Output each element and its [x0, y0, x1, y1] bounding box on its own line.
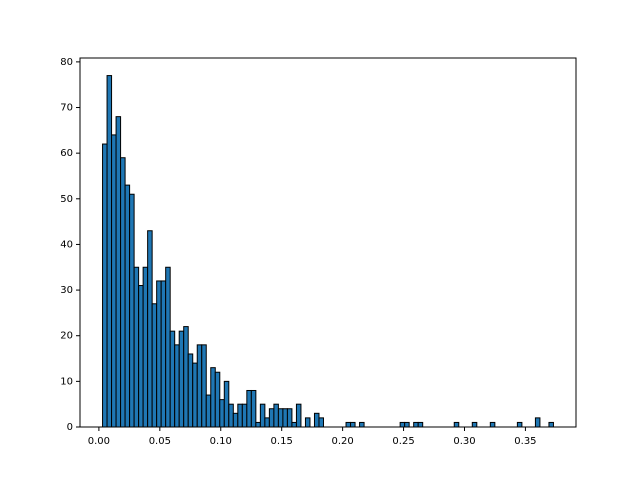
bar [151, 303, 158, 428]
bar [210, 367, 216, 428]
y-tick-label: 80 [60, 57, 73, 68]
bar [115, 116, 122, 428]
y-tick-label: 40 [60, 239, 73, 250]
bar [178, 330, 185, 428]
bar [359, 421, 365, 428]
bar [282, 408, 288, 428]
bar [106, 75, 113, 428]
bar [417, 421, 424, 428]
y-tick-label: 10 [60, 376, 73, 387]
bar [138, 285, 144, 428]
bar [174, 344, 180, 428]
x-tick-label: 0.15 [271, 436, 293, 447]
bar [291, 421, 297, 428]
bar [548, 421, 554, 428]
bar [201, 344, 207, 428]
bar [156, 280, 162, 428]
bar [120, 157, 126, 428]
bar [165, 266, 171, 428]
bar [489, 421, 496, 428]
x-tick-label: 0.10 [210, 436, 232, 447]
x-tick-label: 0.00 [88, 436, 110, 447]
x-tick-label: 0.25 [392, 436, 414, 447]
bar [304, 417, 311, 428]
bar [453, 421, 460, 428]
x-tick-label: 0.05 [149, 436, 171, 447]
bar [228, 403, 234, 428]
bar [192, 362, 198, 428]
bar [241, 403, 248, 428]
bar [399, 421, 406, 428]
bar [214, 371, 221, 428]
bar [183, 326, 189, 428]
bar [295, 403, 302, 428]
plot-frame [79, 57, 577, 428]
bar [345, 421, 352, 428]
bar [250, 389, 257, 428]
bar [516, 421, 523, 428]
bar [273, 403, 279, 428]
bar [413, 421, 419, 428]
bar [404, 421, 410, 428]
bar [205, 394, 212, 428]
bar [124, 184, 131, 428]
bar [129, 193, 135, 428]
bar [223, 380, 230, 428]
bar [187, 353, 194, 428]
x-tick-label: 0.30 [453, 436, 475, 447]
bar [111, 134, 117, 428]
x-tick-label: 0.35 [514, 436, 536, 447]
bar [142, 266, 149, 428]
y-tick-label: 0 [67, 422, 73, 433]
x-tick-label: 0.20 [331, 436, 353, 447]
y-tick-label: 60 [60, 148, 73, 159]
bar [133, 266, 140, 428]
bar [277, 408, 284, 428]
bar [286, 408, 293, 428]
bar [264, 417, 270, 428]
bar [255, 421, 261, 428]
y-tick-label: 30 [60, 285, 73, 296]
y-tick-label: 70 [60, 103, 73, 114]
bar [259, 403, 266, 428]
bar [246, 389, 252, 428]
bar [350, 421, 356, 428]
bar [102, 143, 108, 428]
bar [169, 330, 176, 428]
bar [318, 417, 324, 428]
bar [268, 408, 275, 428]
bar [147, 230, 153, 428]
y-tick-label: 20 [60, 331, 73, 342]
bar [232, 412, 239, 428]
bar [237, 403, 243, 428]
y-tick-label: 50 [60, 194, 73, 205]
bar [313, 412, 320, 428]
bar [219, 399, 225, 428]
bar [160, 280, 167, 428]
bar [196, 344, 203, 428]
bar [471, 421, 478, 428]
bar [534, 417, 541, 428]
